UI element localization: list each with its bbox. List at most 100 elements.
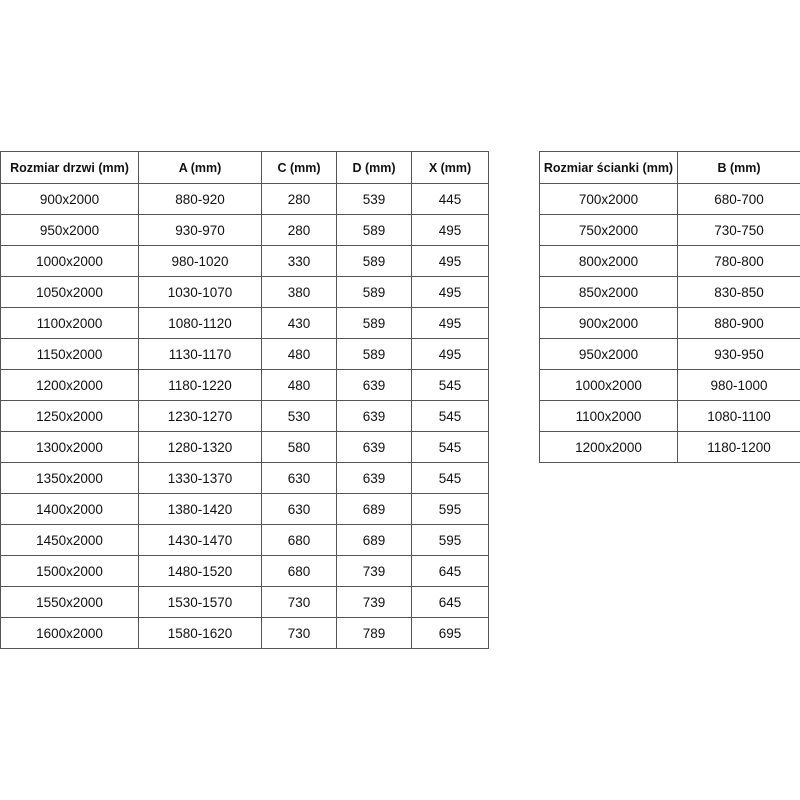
table-cell: 1530-1570 xyxy=(138,586,262,618)
table-cell: 680-700 xyxy=(677,183,800,215)
table-cell: 1550x2000 xyxy=(0,586,139,618)
table-row: 950x2000 930-970 280 589 495 xyxy=(0,214,489,246)
table-row: 700x2000 680-700 xyxy=(539,183,800,215)
table-cell: 880-920 xyxy=(138,183,262,215)
table-cell: 800x2000 xyxy=(539,245,678,277)
table-cell: 595 xyxy=(411,493,489,525)
table-row: 1350x2000 1330-1370 630 639 545 xyxy=(0,462,489,494)
table-cell: 480 xyxy=(261,338,337,370)
table-row: 1300x2000 1280-1320 580 639 545 xyxy=(0,431,489,463)
table-cell: 900x2000 xyxy=(0,183,139,215)
table-cell: 480 xyxy=(261,369,337,401)
table-cell: 1200x2000 xyxy=(539,431,678,463)
table-cell: 589 xyxy=(336,276,412,308)
table-cell: 589 xyxy=(336,338,412,370)
table-cell: 739 xyxy=(336,555,412,587)
header-row: Rozmiar ścianki (mm) B (mm) xyxy=(539,151,800,184)
wall-size-table: Rozmiar ścianki (mm) B (mm) 700x2000 680-7… xyxy=(539,151,800,463)
table-cell: 530 xyxy=(261,400,337,432)
table-cell: 1200x2000 xyxy=(0,369,139,401)
column-header: A (mm) xyxy=(138,151,262,184)
table-cell: 280 xyxy=(261,183,337,215)
table-row: 900x2000 880-920 280 539 445 xyxy=(0,183,489,215)
column-header: Rozmiar drzwi (mm) xyxy=(0,151,139,184)
table-cell: 1100x2000 xyxy=(539,400,678,432)
table-cell: 1330-1370 xyxy=(138,462,262,494)
table-cell: 495 xyxy=(411,307,489,339)
table-cell: 880-900 xyxy=(677,307,800,339)
column-header: X (mm) xyxy=(411,151,489,184)
table-row: 1000x2000 980-1020 330 589 495 xyxy=(0,245,489,277)
table-cell: 380 xyxy=(261,276,337,308)
table-cell: 730-750 xyxy=(677,214,800,246)
table-cell: 1150x2000 xyxy=(0,338,139,370)
table-row: 900x2000 880-900 xyxy=(539,307,800,339)
table-cell: 1580-1620 xyxy=(138,617,262,649)
table-row: 1050x2000 1030-1070 380 589 495 xyxy=(0,276,489,308)
table-cell: 1180-1220 xyxy=(138,369,262,401)
table-row: 1600x2000 1580-1620 730 789 695 xyxy=(0,617,489,649)
table-cell: 639 xyxy=(336,400,412,432)
table-cell: 930-950 xyxy=(677,338,800,370)
table-cell: 980-1000 xyxy=(677,369,800,401)
table-cell: 700x2000 xyxy=(539,183,678,215)
column-header: C (mm) xyxy=(261,151,337,184)
table-cell: 330 xyxy=(261,245,337,277)
table-cell: 1350x2000 xyxy=(0,462,139,494)
table-cell: 639 xyxy=(336,369,412,401)
table-row: 1400x2000 1380-1420 630 689 595 xyxy=(0,493,489,525)
table-cell: 495 xyxy=(411,338,489,370)
table-cell: 739 xyxy=(336,586,412,618)
table-cell: 789 xyxy=(336,617,412,649)
table-cell: 680 xyxy=(261,555,337,587)
table-cell: 1430-1470 xyxy=(138,524,262,556)
table-cell: 545 xyxy=(411,462,489,494)
table-cell: 545 xyxy=(411,400,489,432)
table-cell: 1250x2000 xyxy=(0,400,139,432)
table-row: 1150x2000 1130-1170 480 589 495 xyxy=(0,338,489,370)
table-cell: 1450x2000 xyxy=(0,524,139,556)
table-cell: 1030-1070 xyxy=(138,276,262,308)
table-cell: 1080-1100 xyxy=(677,400,800,432)
table-cell: 645 xyxy=(411,586,489,618)
table-cell: 495 xyxy=(411,214,489,246)
table-cell: 1180-1200 xyxy=(677,431,800,463)
table-cell: 539 xyxy=(336,183,412,215)
table-cell: 950x2000 xyxy=(539,338,678,370)
table-cell: 730 xyxy=(261,586,337,618)
column-header: Rozmiar ścianki (mm) xyxy=(539,151,678,184)
table-cell: 730 xyxy=(261,617,337,649)
table-cell: 950x2000 xyxy=(0,214,139,246)
table-row: 950x2000 930-950 xyxy=(539,338,800,370)
table-cell: 1050x2000 xyxy=(0,276,139,308)
table-row: 750x2000 730-750 xyxy=(539,214,800,246)
table-cell: 639 xyxy=(336,431,412,463)
table-row: 1100x2000 1080-1120 430 589 495 xyxy=(0,307,489,339)
table-cell: 645 xyxy=(411,555,489,587)
table-row: 1200x2000 1180-1200 xyxy=(539,431,800,463)
table-cell: 589 xyxy=(336,245,412,277)
table-cell: 630 xyxy=(261,462,337,494)
table-cell: 639 xyxy=(336,462,412,494)
table-cell: 980-1020 xyxy=(138,245,262,277)
table-cell: 1280-1320 xyxy=(138,431,262,463)
table-cell: 900x2000 xyxy=(539,307,678,339)
table-row: 1550x2000 1530-1570 730 739 645 xyxy=(0,586,489,618)
table-cell: 780-800 xyxy=(677,245,800,277)
table-cell: 680 xyxy=(261,524,337,556)
table-cell: 830-850 xyxy=(677,276,800,308)
table-cell: 1480-1520 xyxy=(138,555,262,587)
table-cell: 545 xyxy=(411,369,489,401)
table-cell: 695 xyxy=(411,617,489,649)
table-cell: 1080-1120 xyxy=(138,307,262,339)
table-row: 850x2000 830-850 xyxy=(539,276,800,308)
table-cell: 445 xyxy=(411,183,489,215)
table-cell: 545 xyxy=(411,431,489,463)
table-cell: 1300x2000 xyxy=(0,431,139,463)
table-cell: 1500x2000 xyxy=(0,555,139,587)
table-cell: 1600x2000 xyxy=(0,617,139,649)
table-row: 1000x2000 980-1000 xyxy=(539,369,800,401)
table-row: 1450x2000 1430-1470 680 689 595 xyxy=(0,524,489,556)
table-cell: 495 xyxy=(411,245,489,277)
column-header: D (mm) xyxy=(336,151,412,184)
